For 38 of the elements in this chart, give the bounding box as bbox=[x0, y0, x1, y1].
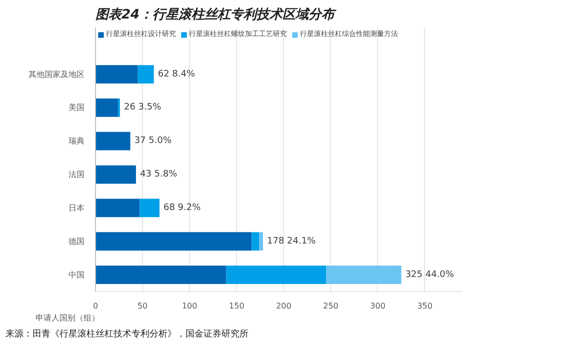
bar bbox=[96, 232, 252, 251]
x-tick-label: 0 bbox=[92, 302, 98, 310]
y-tick-label: 日本 bbox=[68, 203, 84, 212]
y-axis-title: 申请人国别（组） bbox=[36, 314, 100, 322]
y-tick-label: 其他国家及地区 bbox=[28, 70, 84, 79]
y-tick-label: 瑞典 bbox=[68, 136, 84, 146]
total-label: 178 24.1% bbox=[267, 236, 316, 246]
total-label: 68 9.2% bbox=[163, 202, 202, 213]
bar bbox=[96, 198, 140, 218]
x-tick-label: 250 bbox=[323, 302, 338, 310]
y-tick-label: 德国 bbox=[68, 236, 84, 246]
y-tick-label: 法国 bbox=[68, 170, 84, 180]
total-label: 26 3.5% bbox=[124, 102, 162, 113]
x-tick-label: 350 bbox=[417, 302, 433, 310]
x-tick-label: 300 bbox=[370, 302, 386, 310]
y-tick-label: 中国 bbox=[68, 270, 84, 280]
x-tick-label: 50 bbox=[137, 302, 148, 310]
x-tick-label: 150 bbox=[229, 302, 244, 310]
bar bbox=[252, 232, 260, 251]
total-label: 325 44.0% bbox=[405, 270, 454, 280]
source-note: 来源：田青《行星滚柱丝杠技术专利分析》，国金证券研究所 bbox=[6, 328, 248, 340]
bar bbox=[138, 65, 154, 84]
bar bbox=[96, 132, 130, 150]
bar bbox=[140, 198, 160, 218]
bar bbox=[96, 266, 226, 284]
bar bbox=[226, 266, 326, 284]
bar bbox=[259, 232, 264, 251]
chart-title: 图表24：行星滚柱丝杠专利技术区域分布 bbox=[96, 6, 337, 22]
y-tick-label: 美国 bbox=[68, 103, 84, 112]
bar bbox=[326, 266, 402, 284]
total-label: 37 5.0% bbox=[134, 136, 172, 146]
bar bbox=[96, 65, 138, 84]
total-label: 62 8.4% bbox=[158, 69, 196, 80]
x-tick-label: 100 bbox=[182, 302, 198, 310]
x-tick-label: 200 bbox=[276, 302, 292, 310]
bar bbox=[96, 165, 136, 184]
bar bbox=[96, 98, 118, 117]
total-label: 43 5.8% bbox=[140, 170, 178, 180]
